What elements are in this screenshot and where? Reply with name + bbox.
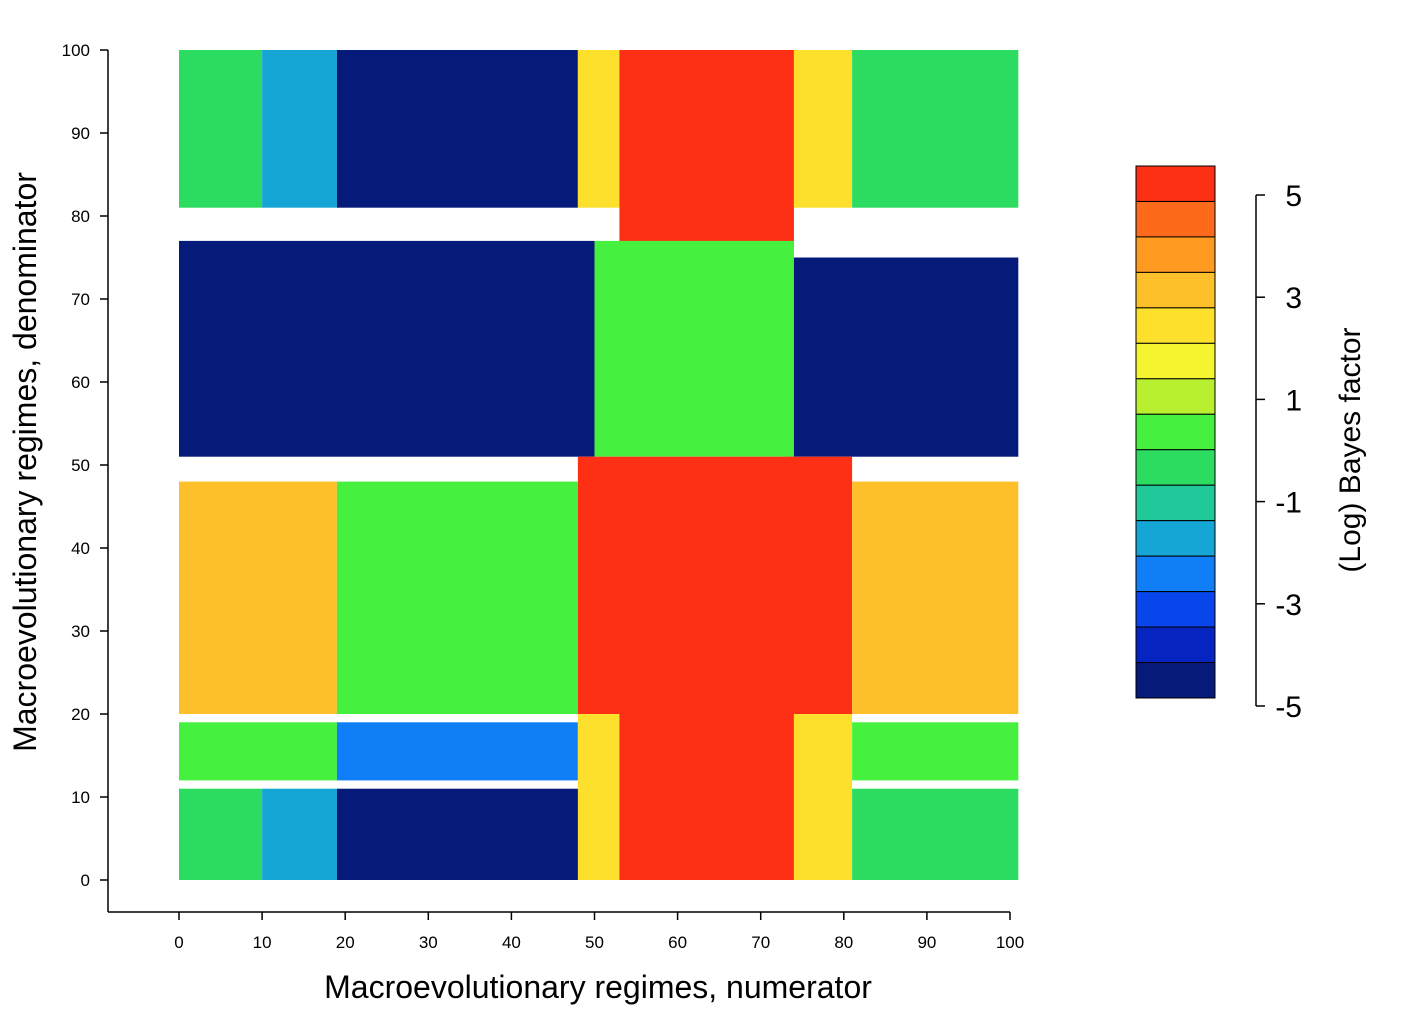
colorbar-tick-label: -1 (1275, 487, 1302, 520)
heatmap-cell (852, 50, 1019, 208)
x-tick-label: 50 (585, 933, 604, 952)
y-tick-label: 40 (71, 539, 90, 558)
heatmap-cell (179, 481, 337, 714)
colorbar-title: (Log) Bayes factor (1334, 327, 1367, 572)
heatmap-cell (793, 714, 853, 880)
x-tick-label: 100 (996, 933, 1024, 952)
y-tick-label: 90 (71, 124, 90, 143)
colorbar-swatch (1135, 271, 1216, 309)
y-tick-label: 60 (71, 373, 90, 392)
heatmap-cell (577, 456, 853, 714)
y-tick-label: 80 (71, 207, 90, 226)
y-tick-label: 50 (71, 456, 90, 475)
colorbar-swatch (1135, 307, 1216, 344)
heatmap-cell (852, 481, 1019, 714)
colorbar-swatch (1135, 662, 1216, 699)
x-tick-label: 30 (419, 933, 438, 952)
heatmap-cell (793, 50, 853, 208)
colorbar-swatch (1135, 626, 1216, 664)
colorbar-swatch (1135, 555, 1216, 593)
colorbar-swatch (1135, 342, 1216, 380)
heatmap-cell (594, 240, 794, 457)
y-tick-label: 30 (71, 622, 90, 641)
heatmap-cell (179, 50, 263, 208)
heatmap-cell (336, 481, 578, 714)
heatmap-cell (577, 50, 620, 208)
heatmap-cell (577, 714, 620, 880)
y-axis-title: Macroevolutionary regimes, denominator (7, 172, 43, 752)
x-tick-label: 10 (253, 933, 272, 952)
x-tick-label: 60 (668, 933, 687, 952)
heatmap-cell (262, 50, 337, 208)
colorbar-swatch (1135, 165, 1216, 202)
heatmap-cell (785, 257, 1019, 457)
heatmap-cell (852, 722, 1019, 781)
heatmap-cell (619, 50, 794, 250)
heatmap-cell (179, 722, 337, 781)
colorbar-tick-label: 1 (1285, 384, 1302, 417)
heatmap-cell (336, 50, 578, 208)
heatmap-cell (619, 714, 794, 880)
heatmap-cell (179, 240, 595, 457)
x-tick-label: 80 (834, 933, 853, 952)
colorbar-swatch (1135, 520, 1216, 557)
y-tick-label: 10 (71, 788, 90, 807)
y-tick-label: 20 (71, 705, 90, 724)
axes: 0 10 20 30 40 50 60 70 80 90 100 0 10 20 30 40 50 60 70 80 9… (62, 41, 1025, 952)
y-tick-label: 0 (81, 871, 90, 890)
x-tick-label: 40 (502, 933, 521, 952)
heatmap-cell (179, 788, 263, 880)
x-tick-label: 70 (751, 933, 770, 952)
colorbar: 5 3 1 -1 -3 -5 (1135, 165, 1302, 724)
colorbar-tick-label: -5 (1275, 691, 1302, 724)
heatmap-cells (179, 50, 1019, 880)
colorbar-swatch (1135, 449, 1216, 486)
colorbar-tick-label: -3 (1275, 589, 1302, 622)
y-tick-label: 70 (71, 290, 90, 309)
colorbar-swatch (1135, 378, 1216, 415)
x-tick-label: 20 (336, 933, 355, 952)
colorbar-swatch (1135, 484, 1216, 522)
colorbar-swatch (1135, 236, 1216, 273)
colorbar-swatch (1135, 200, 1216, 238)
colorbar-tick-label: 3 (1285, 282, 1302, 315)
heatmap-cell (336, 722, 578, 781)
colorbar-swatch (1135, 591, 1216, 628)
y-tick-label: 100 (62, 41, 90, 60)
colorbar-swatch (1135, 413, 1216, 451)
x-axis-title: Macroevolutionary regimes, numerator (324, 969, 872, 1005)
colorbar-tick-label: 5 (1285, 180, 1302, 213)
heatmap-cell (262, 788, 337, 880)
heatmap-cell (336, 788, 578, 880)
heatmap-cell (852, 788, 1019, 880)
x-tick-label: 0 (174, 933, 183, 952)
x-tick-label: 90 (917, 933, 936, 952)
